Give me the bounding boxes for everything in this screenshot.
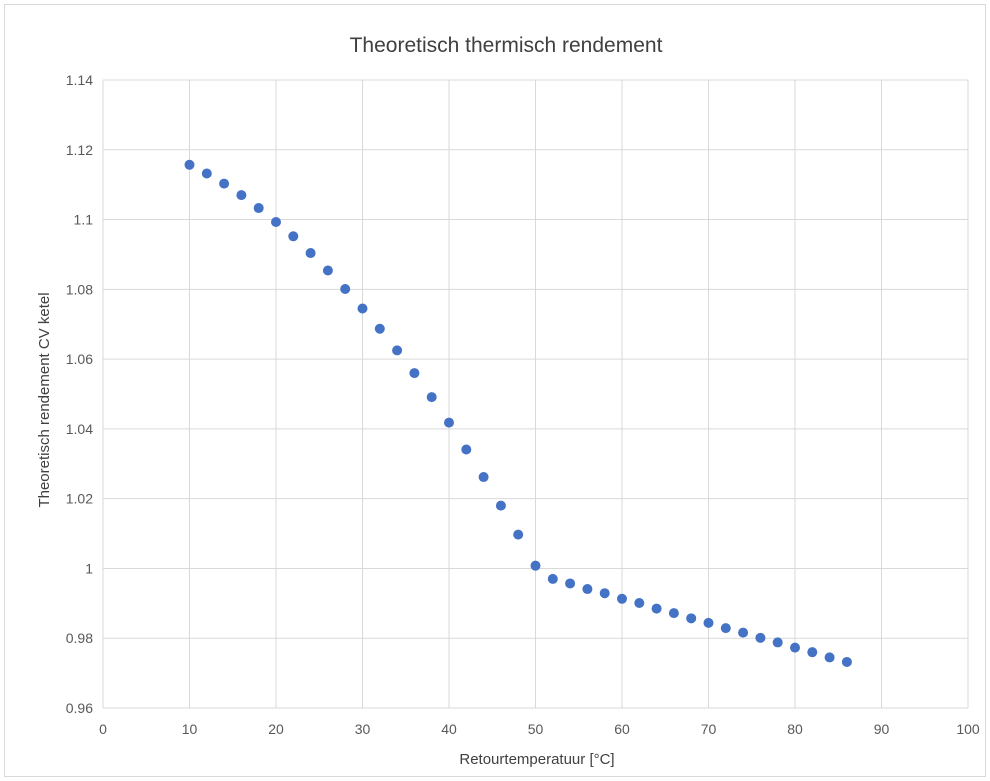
y-tick-label: 0.96 <box>66 700 93 716</box>
data-point <box>841 656 852 667</box>
y-tick-label: 1 <box>85 560 93 576</box>
x-tick-label: 40 <box>441 721 457 737</box>
x-tick-label: 50 <box>528 721 544 737</box>
data-point <box>495 500 506 511</box>
data-point <box>634 597 645 608</box>
chart-title: Theoretisch thermisch rendement <box>350 34 663 57</box>
data-point <box>461 444 472 455</box>
scatter-chart: 0 10 20 30 40 50 60 70 80 90 100 0.96 0.98 1 1.02 1.04… <box>36 34 980 768</box>
y-tick-label: 1.1 <box>74 212 94 228</box>
y-tick-label: 1.02 <box>66 491 93 507</box>
x-tick-label: 10 <box>182 721 198 737</box>
chart-area: 0 10 20 30 40 50 60 70 80 90 100 0.96 0.98 1 1.02 1.04… <box>4 4 986 777</box>
data-point <box>444 417 454 428</box>
data-point <box>530 560 541 571</box>
data-point <box>599 588 610 599</box>
x-tick-label: 90 <box>874 721 890 737</box>
x-tick-label: 80 <box>787 721 803 737</box>
y-tick-label: 1.12 <box>66 142 93 158</box>
data-point <box>184 159 195 170</box>
data-point <box>651 603 662 614</box>
data-point <box>357 303 368 314</box>
data-point <box>547 573 558 584</box>
y-tick-label: 1.04 <box>66 421 93 437</box>
data-point <box>668 608 679 619</box>
y-tick-labels: 0.96 0.98 1 1.02 1.04 1.06 1.08 1.1 1.12 1.14 <box>66 72 93 716</box>
data-point <box>340 283 351 294</box>
y-tick-label: 0.98 <box>66 630 93 646</box>
data-point <box>513 529 524 540</box>
data-point <box>236 190 247 201</box>
data-point <box>807 647 818 658</box>
x-tick-label: 70 <box>701 721 717 737</box>
x-tick-label: 30 <box>355 721 371 737</box>
data-point <box>392 345 403 356</box>
y-tick-label: 1.14 <box>66 72 93 88</box>
data-point <box>686 613 697 624</box>
data-point <box>219 178 230 189</box>
x-tick-labels: 0 10 20 30 40 50 60 70 80 90 100 <box>99 721 980 737</box>
data-point <box>426 392 437 403</box>
data-point <box>617 593 627 604</box>
data-point <box>478 472 489 483</box>
data-point <box>582 584 593 595</box>
y-axis-title: Theoretisch rendement CV ketel <box>36 292 53 507</box>
data-point <box>322 265 333 276</box>
data-point <box>720 623 731 634</box>
data-point <box>738 627 749 638</box>
data-point <box>201 168 212 179</box>
y-tick-label: 1.08 <box>66 281 93 297</box>
data-point <box>409 368 420 379</box>
data-point <box>772 637 783 648</box>
x-tick-label: 0 <box>99 721 107 737</box>
data-point <box>703 617 714 628</box>
data-point <box>253 203 264 214</box>
y-tick-label: 1.06 <box>66 351 93 367</box>
data-points <box>184 159 852 667</box>
data-point <box>288 231 299 242</box>
x-axis-title: Retourtemperatuur [°C] <box>459 751 614 768</box>
data-point <box>755 632 766 643</box>
data-point <box>271 216 281 227</box>
data-point <box>824 652 835 663</box>
data-point <box>305 248 316 259</box>
data-point <box>374 323 385 334</box>
x-tick-label: 60 <box>614 721 630 737</box>
data-point <box>565 578 576 589</box>
data-point <box>790 642 800 653</box>
x-tick-label: 100 <box>956 721 980 737</box>
gridlines <box>102 79 969 709</box>
x-tick-label: 20 <box>268 721 284 737</box>
